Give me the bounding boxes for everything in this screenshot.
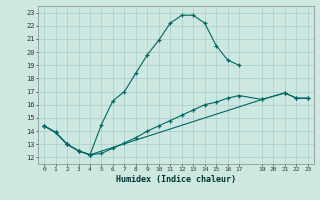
X-axis label: Humidex (Indice chaleur): Humidex (Indice chaleur) xyxy=(116,175,236,184)
